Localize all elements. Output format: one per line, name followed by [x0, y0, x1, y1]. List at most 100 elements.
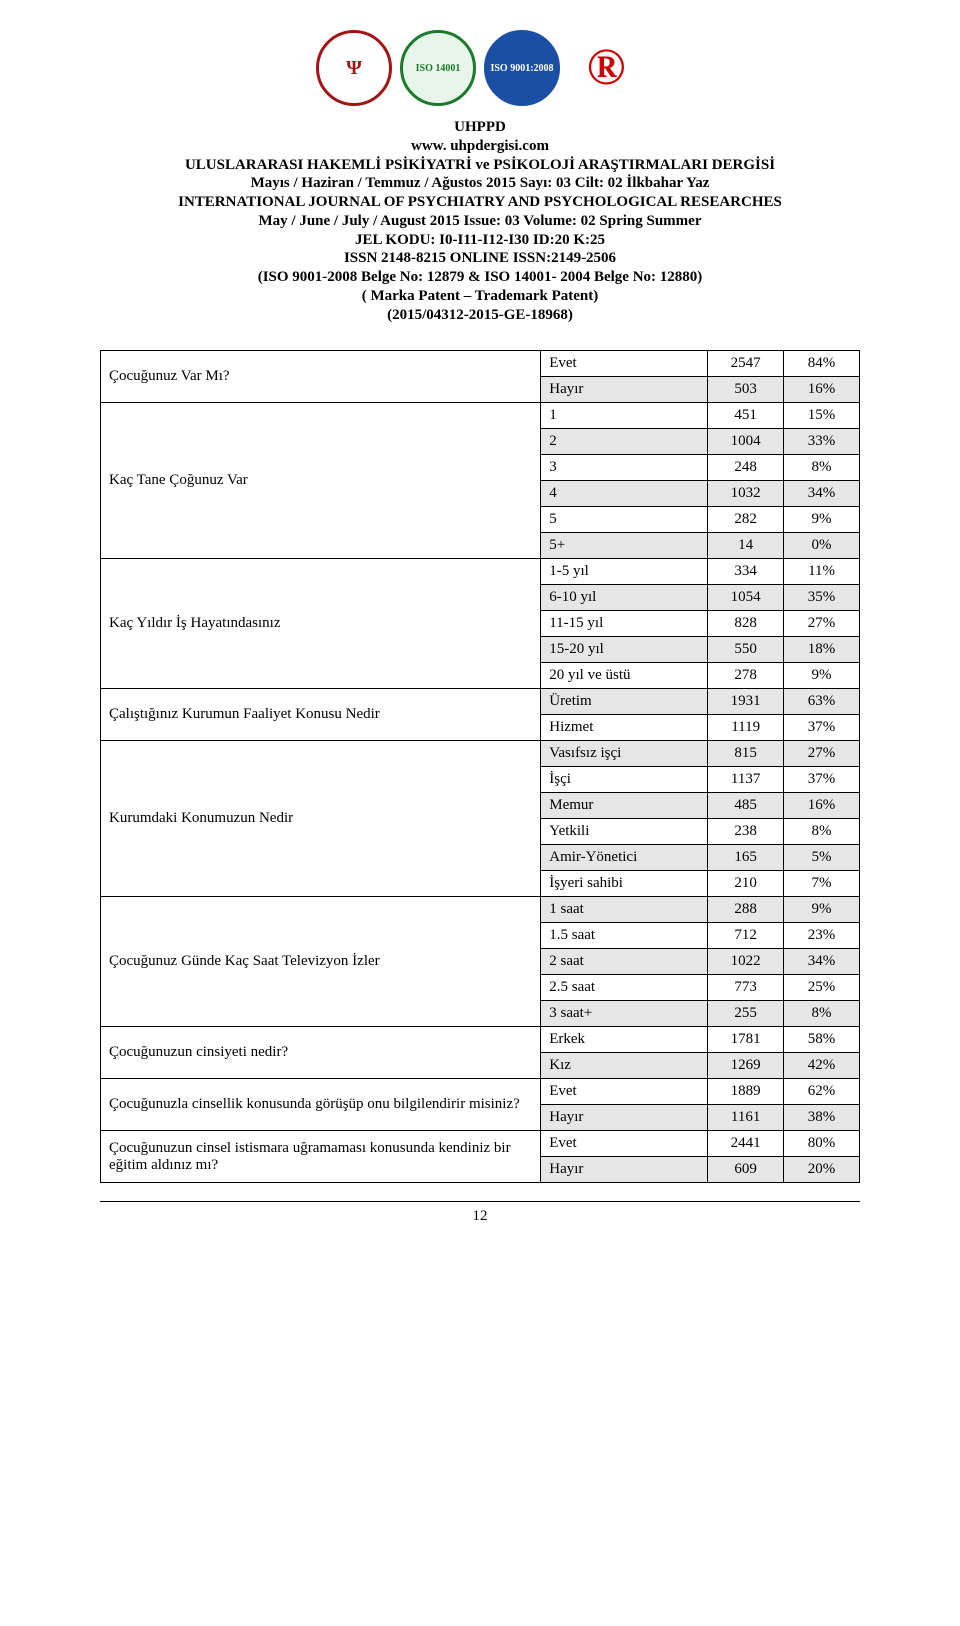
uhppd-logo-text: Ψ	[346, 57, 362, 79]
count-cell: 1054	[708, 585, 784, 611]
answer-cell: 5+	[541, 533, 708, 559]
answer-cell: Üretim	[541, 689, 708, 715]
percent-cell: 63%	[784, 689, 860, 715]
table-row: Kaç Tane Çoğunuz Var145115%	[101, 403, 860, 429]
percent-cell: 18%	[784, 637, 860, 663]
count-cell: 451	[708, 403, 784, 429]
count-cell: 550	[708, 637, 784, 663]
header-line-3: ULUSLARARASI HAKEMLİ PSİKİYATRİ ve PSİKO…	[100, 156, 860, 175]
data-table: Çocuğunuz Var Mı?Evet254784%Hayır50316%K…	[100, 350, 860, 1183]
answer-cell: Evet	[541, 1079, 708, 1105]
answer-cell: 4	[541, 481, 708, 507]
percent-cell: 33%	[784, 429, 860, 455]
question-cell: Çocuğunuz Var Mı?	[101, 351, 541, 403]
percent-cell: 9%	[784, 663, 860, 689]
answer-cell: Yetkili	[541, 819, 708, 845]
percent-cell: 35%	[784, 585, 860, 611]
count-cell: 248	[708, 455, 784, 481]
count-cell: 210	[708, 871, 784, 897]
percent-cell: 37%	[784, 715, 860, 741]
count-cell: 609	[708, 1157, 784, 1183]
table-row: Çocuğunuzla cinsellik konusunda görüşüp …	[101, 1079, 860, 1105]
answer-cell: 2	[541, 429, 708, 455]
iso14001-logo-icon: ISO 14001	[400, 30, 476, 106]
percent-cell: 25%	[784, 975, 860, 1001]
percent-cell: 27%	[784, 611, 860, 637]
count-cell: 1781	[708, 1027, 784, 1053]
table-row: Kaç Yıldır İş Hayatındasınız1-5 yıl33411…	[101, 559, 860, 585]
table-row: Çocuğunuzun cinsiyeti nedir?Erkek178158%	[101, 1027, 860, 1053]
answer-cell: 6-10 yıl	[541, 585, 708, 611]
percent-cell: 58%	[784, 1027, 860, 1053]
question-cell: Çocuğunuzun cinsel istismara uğramaması …	[101, 1131, 541, 1183]
percent-cell: 16%	[784, 377, 860, 403]
question-cell: Çocuğunuzla cinsellik konusunda görüşüp …	[101, 1079, 541, 1131]
header-line-7: JEL KODU: I0-I11-I12-I30 ID:20 K:25	[100, 231, 860, 250]
percent-cell: 62%	[784, 1079, 860, 1105]
percent-cell: 5%	[784, 845, 860, 871]
question-cell: Kaç Yıldır İş Hayatındasınız	[101, 559, 541, 689]
count-cell: 334	[708, 559, 784, 585]
count-cell: 503	[708, 377, 784, 403]
count-cell: 815	[708, 741, 784, 767]
header-line-2: www. uhpdergisi.com	[100, 137, 860, 156]
table-row: Çocuğunuz Var Mı?Evet254784%	[101, 351, 860, 377]
header-line-5: INTERNATIONAL JOURNAL OF PSYCHIATRY AND …	[100, 193, 860, 212]
percent-cell: 8%	[784, 819, 860, 845]
percent-cell: 34%	[784, 949, 860, 975]
header-line-8: ISSN 2148-8215 ONLINE ISSN:2149-2506	[100, 249, 860, 268]
percent-cell: 42%	[784, 1053, 860, 1079]
answer-cell: 11-15 yıl	[541, 611, 708, 637]
percent-cell: 11%	[784, 559, 860, 585]
header-line-1: UHPPD	[100, 118, 860, 137]
uhppd-logo-icon: Ψ	[316, 30, 392, 106]
answer-cell: Amir-Yönetici	[541, 845, 708, 871]
header-line-9: (ISO 9001-2008 Belge No: 12879 & ISO 140…	[100, 268, 860, 287]
answer-cell: İşyeri sahibi	[541, 871, 708, 897]
percent-cell: 84%	[784, 351, 860, 377]
count-cell: 14	[708, 533, 784, 559]
answer-cell: Memur	[541, 793, 708, 819]
answer-cell: 1-5 yıl	[541, 559, 708, 585]
answer-cell: 3	[541, 455, 708, 481]
answer-cell: Hayır	[541, 1157, 708, 1183]
percent-cell: 23%	[784, 923, 860, 949]
question-cell: Çocuğunuzun cinsiyeti nedir?	[101, 1027, 541, 1079]
registered-logo-text: ®	[587, 32, 626, 104]
iso9001-logo-icon: ISO 9001:2008	[484, 30, 560, 106]
percent-cell: 20%	[784, 1157, 860, 1183]
answer-cell: Evet	[541, 351, 708, 377]
table-row: Çocuğunuz Günde Kaç Saat Televizyon İzle…	[101, 897, 860, 923]
table-row: Kurumdaki Konumuzun NedirVasıfsız işçi81…	[101, 741, 860, 767]
count-cell: 165	[708, 845, 784, 871]
percent-cell: 0%	[784, 533, 860, 559]
footer-line	[100, 1201, 860, 1202]
answer-cell: 1	[541, 403, 708, 429]
percent-cell: 7%	[784, 871, 860, 897]
answer-cell: İşçi	[541, 767, 708, 793]
count-cell: 1889	[708, 1079, 784, 1105]
count-cell: 282	[708, 507, 784, 533]
count-cell: 255	[708, 1001, 784, 1027]
question-cell: Kaç Tane Çoğunuz Var	[101, 403, 541, 559]
answer-cell: Evet	[541, 1131, 708, 1157]
percent-cell: 15%	[784, 403, 860, 429]
count-cell: 712	[708, 923, 784, 949]
document-page: Ψ ISO 14001 ISO 9001:2008 ® UHPPD www. u…	[0, 0, 960, 1265]
count-cell: 2547	[708, 351, 784, 377]
percent-cell: 16%	[784, 793, 860, 819]
answer-cell: 3 saat+	[541, 1001, 708, 1027]
registered-logo-icon: ®	[568, 30, 644, 106]
count-cell: 485	[708, 793, 784, 819]
answer-cell: 20 yıl ve üstü	[541, 663, 708, 689]
page-number: 12	[100, 1208, 860, 1225]
count-cell: 1119	[708, 715, 784, 741]
answer-cell: 1.5 saat	[541, 923, 708, 949]
count-cell: 1161	[708, 1105, 784, 1131]
percent-cell: 9%	[784, 507, 860, 533]
percent-cell: 34%	[784, 481, 860, 507]
percent-cell: 9%	[784, 897, 860, 923]
answer-cell: 5	[541, 507, 708, 533]
iso14001-logo-text: ISO 14001	[416, 63, 461, 74]
count-cell: 1931	[708, 689, 784, 715]
